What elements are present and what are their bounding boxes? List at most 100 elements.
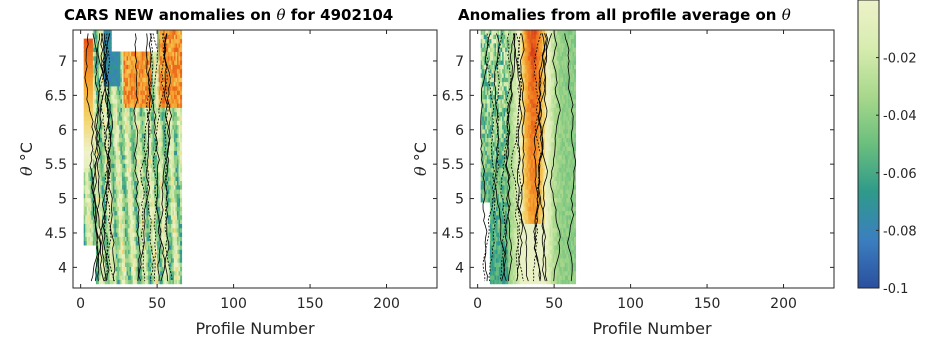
heatmap-cell	[109, 55, 112, 61]
heatmap-cell	[105, 245, 108, 250]
heatmap-cell	[511, 279, 514, 285]
heatmap-cell	[489, 197, 492, 203]
heatmap-cell	[494, 120, 497, 126]
heatmap-cell	[166, 85, 169, 91]
heatmap-cell	[152, 227, 155, 233]
heatmap-cell	[149, 103, 152, 108]
heatmap-cell	[483, 51, 486, 57]
heatmap-cell	[91, 227, 94, 233]
heatmap-cell	[117, 85, 120, 91]
heatmap-cell	[509, 227, 512, 233]
heatmap-cell	[511, 30, 514, 35]
heatmap-cell	[91, 73, 94, 78]
heatmap-cell	[166, 116, 169, 121]
heatmap-cell	[137, 279, 140, 285]
heatmap-cell	[88, 202, 91, 207]
heatmap-cell	[482, 133, 485, 138]
heatmap-cell	[144, 77, 147, 83]
heatmap-cell	[85, 64, 88, 70]
heatmap-cell	[486, 146, 489, 151]
heatmap-cell	[92, 137, 95, 143]
heatmap-cell	[502, 47, 505, 52]
heatmap-cell	[505, 176, 508, 181]
heatmap-cell	[173, 223, 176, 229]
heatmap-cell	[129, 120, 132, 126]
heatmap-cell	[167, 116, 170, 121]
heatmap-cell	[112, 107, 115, 113]
heatmap-cell	[102, 171, 105, 177]
heatmap-cell	[114, 167, 117, 173]
heatmap-cell	[170, 275, 173, 280]
heatmap-cell	[134, 176, 137, 181]
heatmap-cell	[125, 270, 128, 276]
heatmap-cell	[126, 116, 129, 121]
heatmap-cell	[129, 171, 132, 177]
heatmap-cell	[503, 210, 506, 216]
heatmap-cell	[155, 270, 158, 276]
heatmap-cell	[489, 38, 492, 44]
heatmap-cell	[512, 210, 515, 216]
heatmap-cell	[486, 103, 489, 108]
heatmap-cell	[125, 150, 128, 156]
heatmap-cell	[515, 85, 518, 91]
heatmap-cell	[166, 197, 169, 203]
heatmap-cell	[102, 42, 105, 48]
heatmap-cell	[120, 189, 123, 194]
heatmap-cell	[99, 47, 102, 52]
heatmap-cell	[123, 73, 126, 78]
heatmap-cell	[491, 85, 494, 91]
heatmap-cell	[151, 189, 154, 194]
heatmap-cell	[152, 150, 155, 156]
heatmap-cell	[86, 128, 89, 134]
heatmap-cell	[175, 38, 178, 44]
heatmap-cell	[485, 163, 488, 169]
heatmap-cell	[169, 171, 172, 177]
heatmap-cell	[485, 77, 488, 83]
heatmap-cell	[172, 85, 175, 91]
heatmap-cell	[500, 206, 503, 212]
heatmap-cell	[489, 55, 492, 61]
heatmap-cell	[509, 202, 512, 207]
heatmap-cell	[483, 47, 486, 52]
heatmap-cell	[496, 214, 499, 220]
heatmap-cell	[158, 262, 161, 267]
heatmap-cell	[502, 55, 505, 61]
heatmap-cell	[92, 128, 95, 134]
heatmap-cell	[164, 81, 167, 87]
heatmap-cell	[152, 266, 155, 272]
heatmap-cell	[151, 116, 154, 121]
heatmap-cell	[177, 90, 180, 95]
heatmap-cell	[111, 81, 114, 87]
heatmap-cell	[97, 124, 100, 130]
heatmap-cell	[512, 146, 515, 151]
heatmap-cell	[151, 85, 154, 91]
heatmap-cell	[94, 159, 97, 164]
heatmap-cell	[161, 245, 164, 250]
heatmap-cell	[121, 227, 124, 233]
heatmap-cell	[494, 210, 497, 216]
heatmap-cell	[506, 219, 509, 224]
heatmap-cell	[161, 214, 164, 220]
heatmap-cell	[500, 38, 503, 44]
heatmap-cell	[508, 30, 511, 35]
heatmap-cell	[173, 206, 176, 212]
heatmap-cell	[126, 163, 129, 169]
heatmap-cell	[88, 55, 91, 61]
heatmap-cell	[108, 210, 111, 216]
heatmap-cell	[115, 262, 118, 267]
heatmap-cell	[485, 34, 488, 40]
heatmap-cell	[178, 94, 181, 100]
heatmap-cell	[83, 51, 86, 57]
heatmap-cell	[128, 167, 131, 173]
heatmap-cell	[134, 262, 137, 267]
heatmap-cell	[149, 154, 152, 160]
heatmap-cell	[140, 236, 143, 242]
heatmap-cell	[102, 240, 105, 246]
heatmap-cell	[170, 111, 173, 117]
heatmap-cell	[494, 42, 497, 48]
heatmap-cell	[129, 150, 132, 156]
heatmap-cell	[99, 159, 102, 164]
heatmap-cell	[92, 103, 95, 108]
heatmap-cell	[154, 60, 157, 65]
heatmap-cell	[95, 42, 98, 48]
